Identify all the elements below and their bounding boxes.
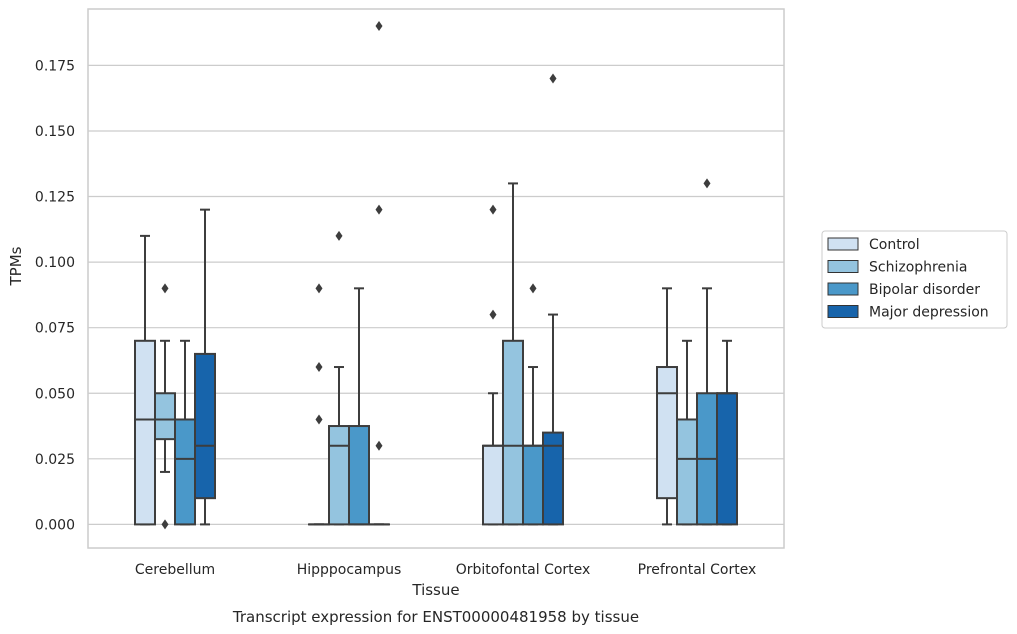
legend-swatch [827, 237, 859, 251]
box-group [348, 287, 370, 526]
x-tick-label: Cerebellum [135, 562, 215, 578]
outlier-point [335, 230, 343, 241]
box-group [656, 287, 678, 526]
outlier-point [375, 204, 383, 215]
x-tick-label: Hipppocampus [297, 562, 402, 578]
x-axis-ticks: Cerebellum Hipppocampus Orbitofontal Corte… [135, 562, 756, 578]
x-tick-label: Prefrontal Cortex [638, 562, 757, 578]
box-iqr [676, 418, 698, 526]
box-iqr [522, 444, 544, 526]
box-plot-boxes [134, 21, 738, 530]
outlier-point [549, 73, 557, 84]
chart-title: Transcript expression for ENST0000048195… [232, 608, 639, 626]
outlier-point [489, 204, 497, 215]
legend-frame [821, 230, 1008, 329]
x-axis-title: Tissue [411, 581, 459, 599]
box-iqr [482, 444, 504, 526]
legend-swatch [827, 260, 859, 273]
y-tick-label: 0.025 [35, 452, 75, 468]
box-iqr [502, 339, 524, 526]
y-tick-label: 0.050 [35, 386, 75, 402]
y-tick-label: 0.175 [35, 58, 75, 74]
outlier-point [161, 519, 169, 530]
box-iqr [134, 339, 156, 526]
legend-label: Schizophrenia [869, 260, 967, 276]
box-iqr [174, 418, 196, 526]
outlier-point [315, 414, 323, 425]
box-group [194, 208, 216, 526]
box-group [522, 283, 544, 526]
box-iqr [328, 425, 350, 526]
box-group [696, 178, 718, 526]
box-group [174, 339, 196, 526]
y-axis-title: TPMs [7, 246, 25, 286]
legend-label: Control [869, 237, 920, 253]
outlier-point [375, 440, 383, 451]
box-group [154, 283, 176, 530]
box-iqr [194, 352, 216, 500]
box-iqr [348, 425, 370, 526]
y-tick-label: 0.125 [35, 190, 75, 206]
legend-swatch [827, 305, 859, 318]
box-group [676, 339, 698, 526]
y-tick-label: 0.000 [35, 517, 75, 533]
legend-label: Major depression [869, 305, 989, 321]
outlier-point [489, 309, 497, 320]
y-tick-label: 0.100 [35, 255, 75, 271]
box-group [542, 73, 564, 526]
box-group [502, 182, 524, 526]
box-group [368, 21, 390, 526]
outlier-point [315, 283, 323, 294]
outlier-point [703, 178, 711, 189]
legend-swatch [827, 282, 859, 296]
y-tick-label: 0.150 [35, 124, 75, 140]
box-iqr [542, 431, 564, 526]
outlier-point [529, 283, 537, 294]
legend: Control Schizophrenia Bipolar disorder Majo… [821, 230, 1008, 329]
legend-label: Bipolar disorder [869, 282, 980, 298]
box-group [134, 234, 156, 526]
box-iqr [154, 392, 176, 441]
box-group [328, 230, 350, 526]
box-group [308, 283, 330, 526]
x-tick-label: Orbitofontal Cortex [456, 562, 591, 578]
box-iqr [656, 366, 678, 500]
plot-area-frame [87, 8, 785, 549]
outlier-point [375, 21, 383, 32]
outlier-point [315, 362, 323, 373]
box-iqr [716, 392, 738, 526]
outlier-point [161, 283, 169, 294]
box-group [482, 204, 504, 526]
box-group [716, 339, 738, 526]
y-axis-ticks: 0.000 0.025 0.050 0.075 0.100 0.125 0.150 0.175 [35, 58, 75, 533]
y-tick-label: 0.075 [35, 321, 75, 337]
